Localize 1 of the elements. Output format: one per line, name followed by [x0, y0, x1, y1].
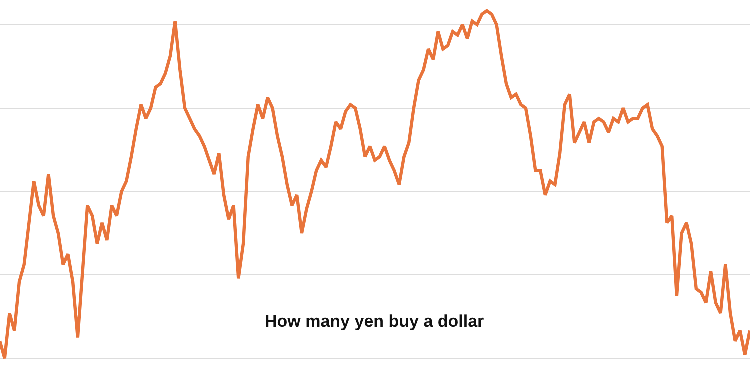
annotation: How many yen buy a dollar	[265, 312, 485, 331]
